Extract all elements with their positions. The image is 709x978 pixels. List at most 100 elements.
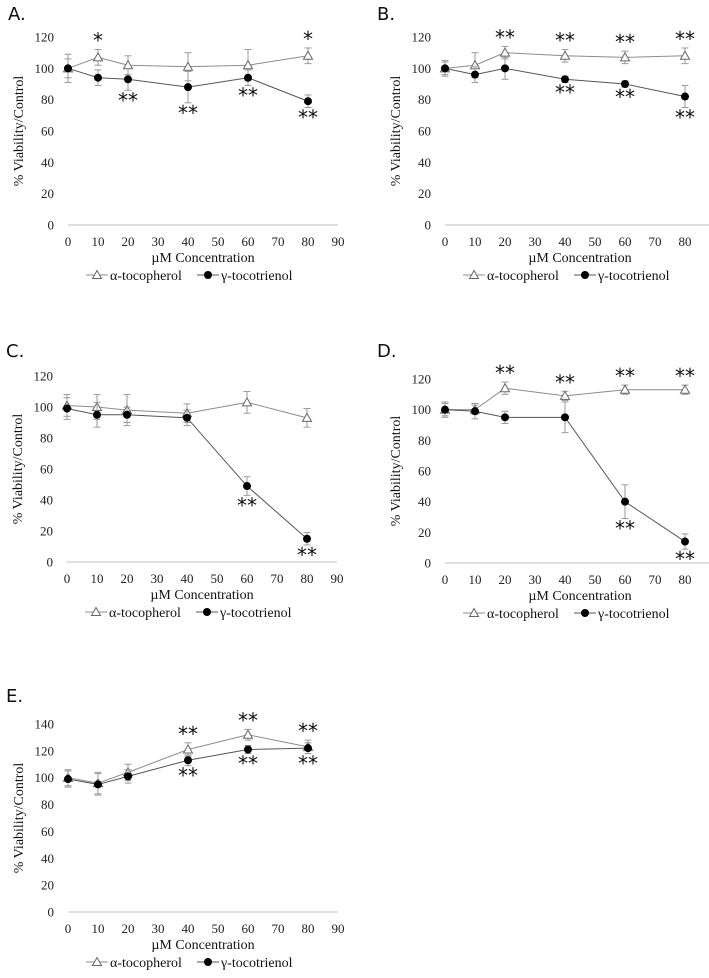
legend-marker-triangle xyxy=(91,269,103,279)
x-tick-label: 80 xyxy=(679,572,692,587)
x-tick-label: 80 xyxy=(302,921,315,936)
x-tick-label: 50 xyxy=(212,234,225,249)
x-tick-label: 40 xyxy=(182,234,195,249)
significance-label: ** xyxy=(675,106,695,130)
y-tick-label: 100 xyxy=(35,61,55,76)
y-axis-title: % Viability/Control xyxy=(389,76,404,187)
data-point xyxy=(561,413,569,422)
y-tick-label: 0 xyxy=(425,218,432,233)
y-tick-label: 120 xyxy=(34,369,54,384)
x-tick-label: 30 xyxy=(529,234,542,249)
significance-label: ** xyxy=(238,752,258,776)
data-point xyxy=(123,410,131,419)
legend-label: α-tocopherol xyxy=(110,269,182,284)
y-tick-label: 100 xyxy=(34,400,54,415)
data-point xyxy=(304,744,312,753)
data-point xyxy=(621,497,629,506)
data-point xyxy=(241,396,253,407)
legend-marker-circle xyxy=(204,958,212,966)
y-tick-label: 20 xyxy=(40,524,53,539)
data-point xyxy=(471,407,479,416)
x-tick-label: 50 xyxy=(211,571,224,586)
x-axis-title: µM Concentration xyxy=(151,938,254,953)
series-gamma-tocotrienol: ** ** xyxy=(441,401,695,571)
x-tick-label: 0 xyxy=(65,921,72,936)
x-tick-label: 20 xyxy=(122,234,135,249)
data-point xyxy=(124,772,132,781)
data-point xyxy=(64,64,72,73)
x-tick-label: 70 xyxy=(649,234,662,249)
significance-label: ** xyxy=(675,364,695,388)
legend-label: γ-tocotrienol xyxy=(597,269,670,284)
legend-label: α-tocopherol xyxy=(109,606,181,621)
y-tick-label: 0 xyxy=(47,555,54,570)
legend-marker-circle xyxy=(203,608,211,616)
y-tick-label: 120 xyxy=(35,743,55,758)
data-point xyxy=(679,384,691,394)
significance-label: ** xyxy=(675,27,695,51)
x-tick-label: 80 xyxy=(679,234,692,249)
data-point xyxy=(304,97,312,106)
significance-label: ** xyxy=(495,25,515,49)
y-tick-label: 40 xyxy=(41,851,54,866)
legend-label: α-tocopherol xyxy=(487,269,559,284)
panel-label: C. xyxy=(6,341,24,362)
significance-label: ** xyxy=(495,361,515,385)
x-tick-label: 20 xyxy=(499,234,512,249)
panel-label: B. xyxy=(377,4,395,25)
legend: α-tocopherol γ-tocotrienol xyxy=(86,269,293,284)
y-tick-label: 40 xyxy=(41,155,54,170)
data-point xyxy=(561,75,569,84)
significance-label: ** xyxy=(555,370,575,394)
significance-label: ** xyxy=(237,493,257,517)
y-tick-label: 60 xyxy=(418,124,431,139)
x-tick-label: 0 xyxy=(442,234,449,249)
legend-marker-circle xyxy=(204,271,212,279)
data-point xyxy=(63,404,71,413)
legend: α-tocopherol γ-tocotrienol xyxy=(463,269,670,284)
chart-panel-5: E. 0 20 40 60 80 100 120 140 0 10 20 30 40 50 60 70 80 90 µ… xyxy=(6,686,345,971)
significance-label: * xyxy=(93,29,103,53)
significance-label: ** xyxy=(298,106,318,130)
series-line xyxy=(67,734,309,784)
x-axis-title: µM Concentration xyxy=(528,251,631,266)
significance-label: ** xyxy=(238,84,258,108)
panel-label: A. xyxy=(8,4,26,25)
panel-label: E. xyxy=(6,686,23,707)
series-gamma-tocotrienol: ** ** ** xyxy=(441,56,695,130)
significance-label: ** xyxy=(238,708,258,732)
x-tick-label: 10 xyxy=(469,234,482,249)
x-tick-label: 30 xyxy=(529,572,542,587)
data-point xyxy=(302,50,314,60)
y-tick-label: 80 xyxy=(418,433,431,448)
x-tick-label: 20 xyxy=(122,921,135,936)
data-point xyxy=(501,413,509,422)
legend-marker-circle xyxy=(581,609,589,617)
x-tick-label: 60 xyxy=(242,921,255,936)
x-tick-label: 90 xyxy=(331,571,344,586)
legend-marker-triangle xyxy=(468,269,480,279)
y-tick-label: 140 xyxy=(35,717,55,732)
data-point xyxy=(441,64,449,73)
significance-label: ** xyxy=(298,752,318,776)
significance-label: ** xyxy=(555,29,575,53)
series-line xyxy=(444,409,686,542)
series-gamma-tocotrienol: ** ** xyxy=(63,397,317,567)
y-tick-label: 0 xyxy=(48,905,55,920)
x-tick-label: 60 xyxy=(242,234,255,249)
x-tick-label: 20 xyxy=(499,572,512,587)
y-tick-label: 60 xyxy=(41,824,54,839)
series-line xyxy=(445,387,685,411)
significance-label: * xyxy=(303,27,313,51)
x-tick-label: 10 xyxy=(92,921,105,936)
data-point xyxy=(559,50,571,60)
y-axis-title: % Viability/Control xyxy=(11,414,26,525)
data-point xyxy=(183,413,191,422)
data-point xyxy=(301,412,313,422)
series-line xyxy=(67,747,309,785)
x-tick-label: 70 xyxy=(272,234,285,249)
data-point xyxy=(182,743,194,754)
